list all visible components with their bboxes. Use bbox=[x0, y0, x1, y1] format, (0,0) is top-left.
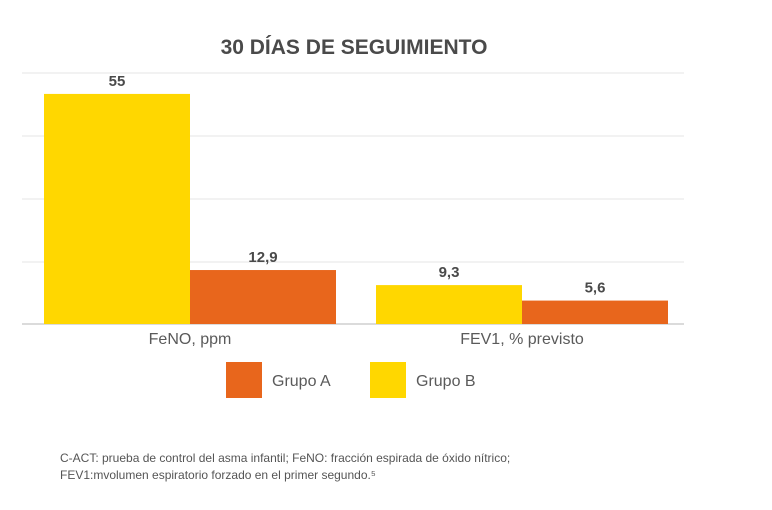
footnote-line-1: C-ACT: prueba de control del asma infant… bbox=[60, 451, 511, 465]
category-labels: FeNO, ppm FEV1, % previsto bbox=[149, 331, 584, 348]
legend: Grupo A Grupo B bbox=[226, 362, 476, 398]
legend-label: Grupo A bbox=[272, 373, 331, 390]
value-label: 12,9 bbox=[248, 249, 277, 266]
legend-swatch bbox=[226, 362, 262, 398]
value-labels: 55 12,9 9,3 5,6 bbox=[109, 73, 606, 297]
footnote: C-ACT: prueba de control del asma infant… bbox=[60, 450, 700, 484]
bar-grupo-a-2 bbox=[522, 300, 668, 324]
legend-swatch bbox=[370, 362, 406, 398]
category-label: FEV1, % previsto bbox=[460, 331, 584, 348]
value-label: 5,6 bbox=[585, 280, 606, 297]
category-label: FeNO, ppm bbox=[149, 331, 232, 348]
bar-grupo-b-2 bbox=[376, 285, 522, 324]
footnote-line-2: FEV1:mvolumen espiratorio forzado en el … bbox=[60, 468, 376, 482]
chart-title: 30 DÍAS DE SEGUIMIENTO bbox=[221, 36, 488, 59]
bars bbox=[44, 93, 668, 325]
value-label: 55 bbox=[109, 73, 126, 90]
bar-grupo-a-1 bbox=[190, 270, 336, 324]
legend-label: Grupo B bbox=[416, 373, 476, 390]
bar-chart: 30 DÍAS DE SEGUIMIENTO 55 12,9 9,3 5,6 FeNO… bbox=[22, 36, 684, 398]
bar-grupo-b-1 bbox=[44, 93, 190, 325]
value-label: 9,3 bbox=[439, 264, 460, 281]
